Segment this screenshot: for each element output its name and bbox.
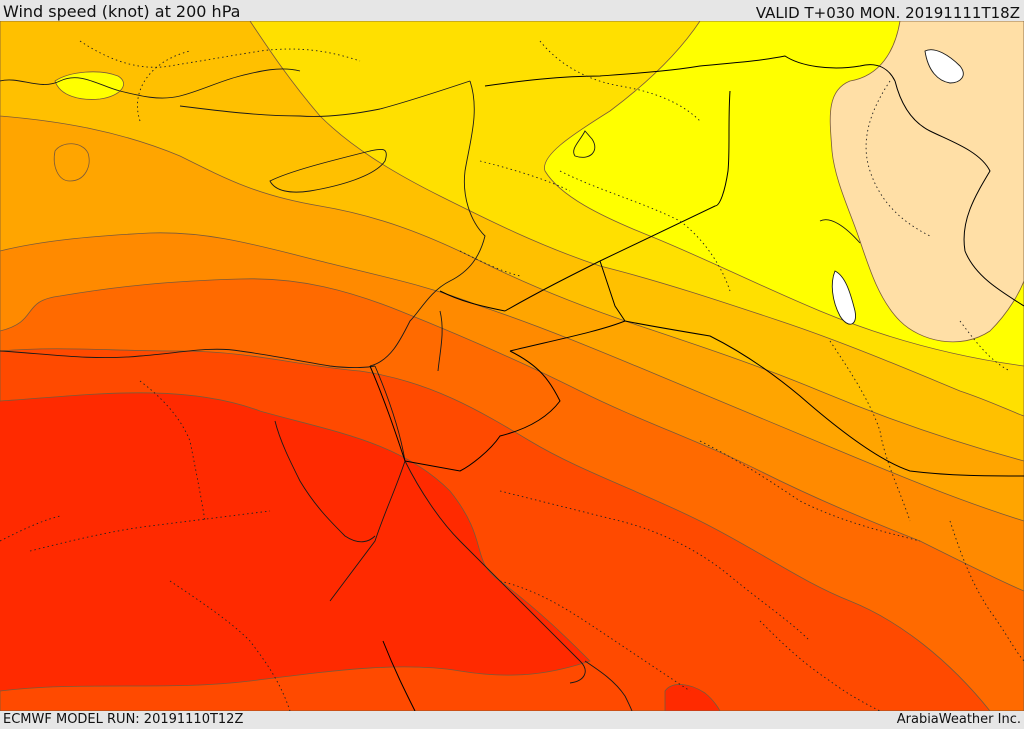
wind-speed-map [0, 21, 1024, 711]
map-header: Wind speed (knot) at 200 hPa VALID T+030… [0, 0, 1024, 21]
brand-credit: ArabiaWeather Inc. [896, 712, 1021, 727]
cell-orange-sea [53, 143, 90, 182]
model-run-label: ECMWF MODEL RUN: 20191110T12Z [3, 712, 244, 727]
map-canvas [0, 21, 1024, 711]
cell-deep-se [664, 684, 721, 711]
map-footer: ECMWF MODEL RUN: 20191110T12Z ArabiaWeat… [0, 711, 1024, 729]
coastlines [0, 49, 964, 711]
province-borders [0, 40, 1024, 711]
map-title: Wind speed (knot) at 200 hPa [3, 2, 241, 21]
cell-yellow-nw [54, 71, 124, 100]
country-borders [369, 55, 1024, 711]
valid-time: VALID T+030 MON. 20191111T18Z [755, 4, 1020, 22]
band-pale [829, 21, 1024, 343]
